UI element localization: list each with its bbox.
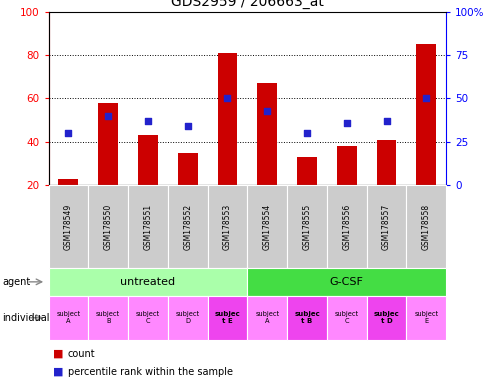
- Text: subject
C: subject C: [334, 311, 358, 324]
- Text: subject
D: subject D: [175, 311, 199, 324]
- Bar: [217, 53, 237, 229]
- Point: [183, 123, 191, 129]
- Bar: [257, 83, 276, 229]
- Text: G-CSF: G-CSF: [329, 277, 363, 287]
- Text: subject
C: subject C: [136, 311, 160, 324]
- Bar: [58, 179, 78, 229]
- Text: GSM178554: GSM178554: [262, 204, 271, 250]
- Text: GSM178549: GSM178549: [64, 204, 73, 250]
- Bar: [296, 157, 317, 229]
- Text: subject
E: subject E: [413, 311, 438, 324]
- Point: [302, 130, 310, 136]
- Text: GSM178556: GSM178556: [342, 204, 350, 250]
- Text: subject
A: subject A: [56, 311, 80, 324]
- Point: [382, 118, 390, 124]
- Point: [223, 95, 231, 101]
- Bar: [137, 136, 157, 229]
- Text: GSM178558: GSM178558: [421, 204, 430, 250]
- Text: individual: individual: [2, 313, 50, 323]
- Text: count: count: [68, 349, 95, 359]
- Text: GSM178552: GSM178552: [183, 204, 192, 250]
- Text: ■: ■: [53, 349, 64, 359]
- Text: subjec
t D: subjec t D: [373, 311, 399, 324]
- Text: GSM178551: GSM178551: [143, 204, 152, 250]
- Text: GSM178550: GSM178550: [104, 204, 112, 250]
- Bar: [415, 44, 435, 229]
- Point: [104, 113, 112, 119]
- Point: [64, 130, 72, 136]
- Point: [263, 108, 271, 114]
- Text: subjec
t E: subjec t E: [214, 311, 240, 324]
- Bar: [376, 140, 395, 229]
- Text: GSM178553: GSM178553: [223, 204, 231, 250]
- Text: untreated: untreated: [120, 277, 175, 287]
- Point: [144, 118, 151, 124]
- Title: GDS2959 / 206663_at: GDS2959 / 206663_at: [170, 0, 323, 9]
- Bar: [177, 153, 197, 229]
- Text: ■: ■: [53, 367, 64, 377]
- Text: subject
B: subject B: [96, 311, 120, 324]
- Text: subject
A: subject A: [255, 311, 279, 324]
- Text: GSM178557: GSM178557: [381, 204, 390, 250]
- Text: subjec
t B: subjec t B: [293, 311, 319, 324]
- Text: agent: agent: [2, 277, 30, 287]
- Text: percentile rank within the sample: percentile rank within the sample: [68, 367, 232, 377]
- Point: [342, 120, 350, 126]
- Bar: [98, 103, 118, 229]
- Point: [422, 95, 429, 101]
- Text: GSM178555: GSM178555: [302, 204, 311, 250]
- Bar: [336, 146, 356, 229]
